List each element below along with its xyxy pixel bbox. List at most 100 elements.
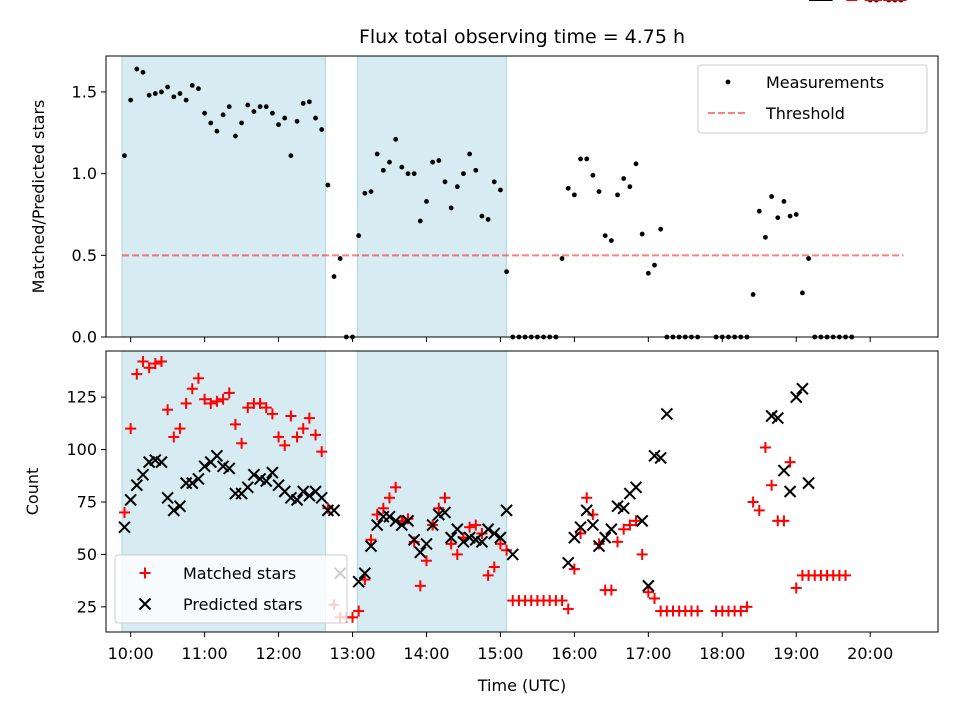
predicted-star-point [370, 518, 384, 532]
predicted-star-point [475, 535, 489, 549]
legend-threshold-label: Threshold [765, 104, 845, 123]
measurement-point [596, 189, 602, 194]
measurement-point [473, 167, 479, 173]
measurement-point [608, 238, 614, 244]
measurement-point [559, 256, 565, 261]
measurement-point [177, 91, 183, 96]
matched-star-point [741, 601, 753, 613]
matched-star-point [125, 423, 137, 435]
measurement-point [793, 212, 799, 217]
predicted-star-point [223, 462, 236, 475]
measurement-point [787, 213, 793, 219]
measurement-point [282, 115, 288, 121]
predicted-star-point [605, 523, 618, 536]
top-shade-interval-1 [356, 55, 508, 338]
measurement-point [171, 94, 177, 100]
x-tick-label: 20:00 [847, 644, 893, 663]
predicted-star-point [790, 390, 803, 404]
predicted-star-point [635, 514, 649, 528]
measurement-point [306, 99, 312, 105]
measurement-point [424, 199, 429, 204]
predicted-star-point [136, 468, 150, 481]
y-tick-label: 100 [66, 440, 97, 459]
measurement-point [159, 89, 164, 95]
measurement-point [479, 213, 485, 219]
matched-star-point [273, 431, 285, 443]
legend-matched-label: Matched stars [183, 564, 296, 583]
predicted-star-point [586, 518, 600, 532]
measurement-point [263, 104, 269, 110]
matched-star-point [254, 397, 266, 409]
measurement-point [590, 172, 596, 178]
measurement-point [226, 104, 232, 110]
legend-measurements-label: Measurements [766, 73, 884, 92]
matched-star-point [630, 515, 642, 527]
predicted-star-point [562, 556, 575, 570]
measurement-point [152, 91, 158, 96]
matched-star-point [310, 429, 322, 441]
legend-predicted-cross [138, 597, 152, 611]
matched-star-point [414, 580, 426, 592]
matched-star-point [291, 431, 303, 443]
measurement-point [276, 122, 281, 128]
bottom-plot-frame [105, 350, 939, 633]
measurement-point [214, 128, 220, 134]
matched-star-point [229, 418, 241, 430]
predicted-star-point [327, 504, 341, 517]
predicted-star-point [796, 382, 809, 395]
x-tick-label: 18:00 [699, 644, 745, 663]
predicted-star-point [777, 464, 791, 477]
matched-star-point [377, 502, 389, 514]
matched-star-point [624, 519, 636, 531]
predicted-star-point [352, 575, 365, 588]
predicted-star-point [451, 523, 464, 536]
matched-star-point [199, 393, 211, 405]
predicted-star-point [481, 523, 495, 536]
measurement-point [220, 112, 226, 118]
legend-matched-marker [139, 567, 151, 579]
x-tick-label: 16:00 [551, 644, 597, 663]
predicted-star-point [420, 537, 433, 551]
measurement-point [652, 262, 657, 268]
x-axis-label: Time (UTC) [477, 676, 566, 695]
matched-star-point [482, 569, 494, 581]
matched-star-point [143, 362, 155, 374]
measurement-point [251, 109, 257, 114]
matched-star-point [242, 402, 254, 414]
predicted-star-point [568, 531, 581, 544]
top-legend: Measurements Threshold [697, 64, 928, 134]
predicted-star-point [260, 474, 273, 488]
y-tick-label: 75 [77, 492, 97, 511]
matched-star-point [562, 603, 574, 615]
measurement-point [411, 171, 417, 177]
predicted-star-point [389, 514, 402, 528]
top-plot-frame [105, 55, 939, 338]
predicted-star-point [660, 407, 674, 421]
predicted-star-point [617, 502, 630, 515]
measurement-point [485, 216, 491, 222]
matched-star-point [365, 534, 377, 546]
x-tick-label: 19:00 [773, 644, 819, 663]
predicted-star-point [444, 531, 458, 544]
measurement-point [362, 190, 368, 196]
legend-predicted-marker [138, 597, 152, 611]
chart-title: Flux total observing time = 4.75 h [359, 26, 685, 48]
top-panel: 0.0 0.5 1.0 1.5 Matched/Predicted stars Flu… [29, 0, 939, 347]
predicted-star-point [426, 518, 439, 532]
measurement-point [122, 153, 127, 159]
predicted-star-point [241, 481, 254, 494]
predicted-star-point [802, 476, 815, 490]
measurement-point [245, 102, 251, 108]
matched-star-point [408, 536, 420, 548]
predicted-star-point [783, 485, 797, 498]
predicted-star-point [247, 468, 261, 481]
measurement-point [436, 158, 442, 163]
predicted-star-point [654, 451, 667, 465]
predicted-star-point [407, 533, 421, 546]
matched-star-point [784, 456, 796, 468]
matched-star-point [840, 569, 852, 581]
x-tick-label: 13:00 [329, 644, 375, 663]
predicted-star-point [130, 479, 144, 492]
matched-star-point [581, 492, 593, 504]
x-tick-label: 14:00 [403, 644, 449, 663]
